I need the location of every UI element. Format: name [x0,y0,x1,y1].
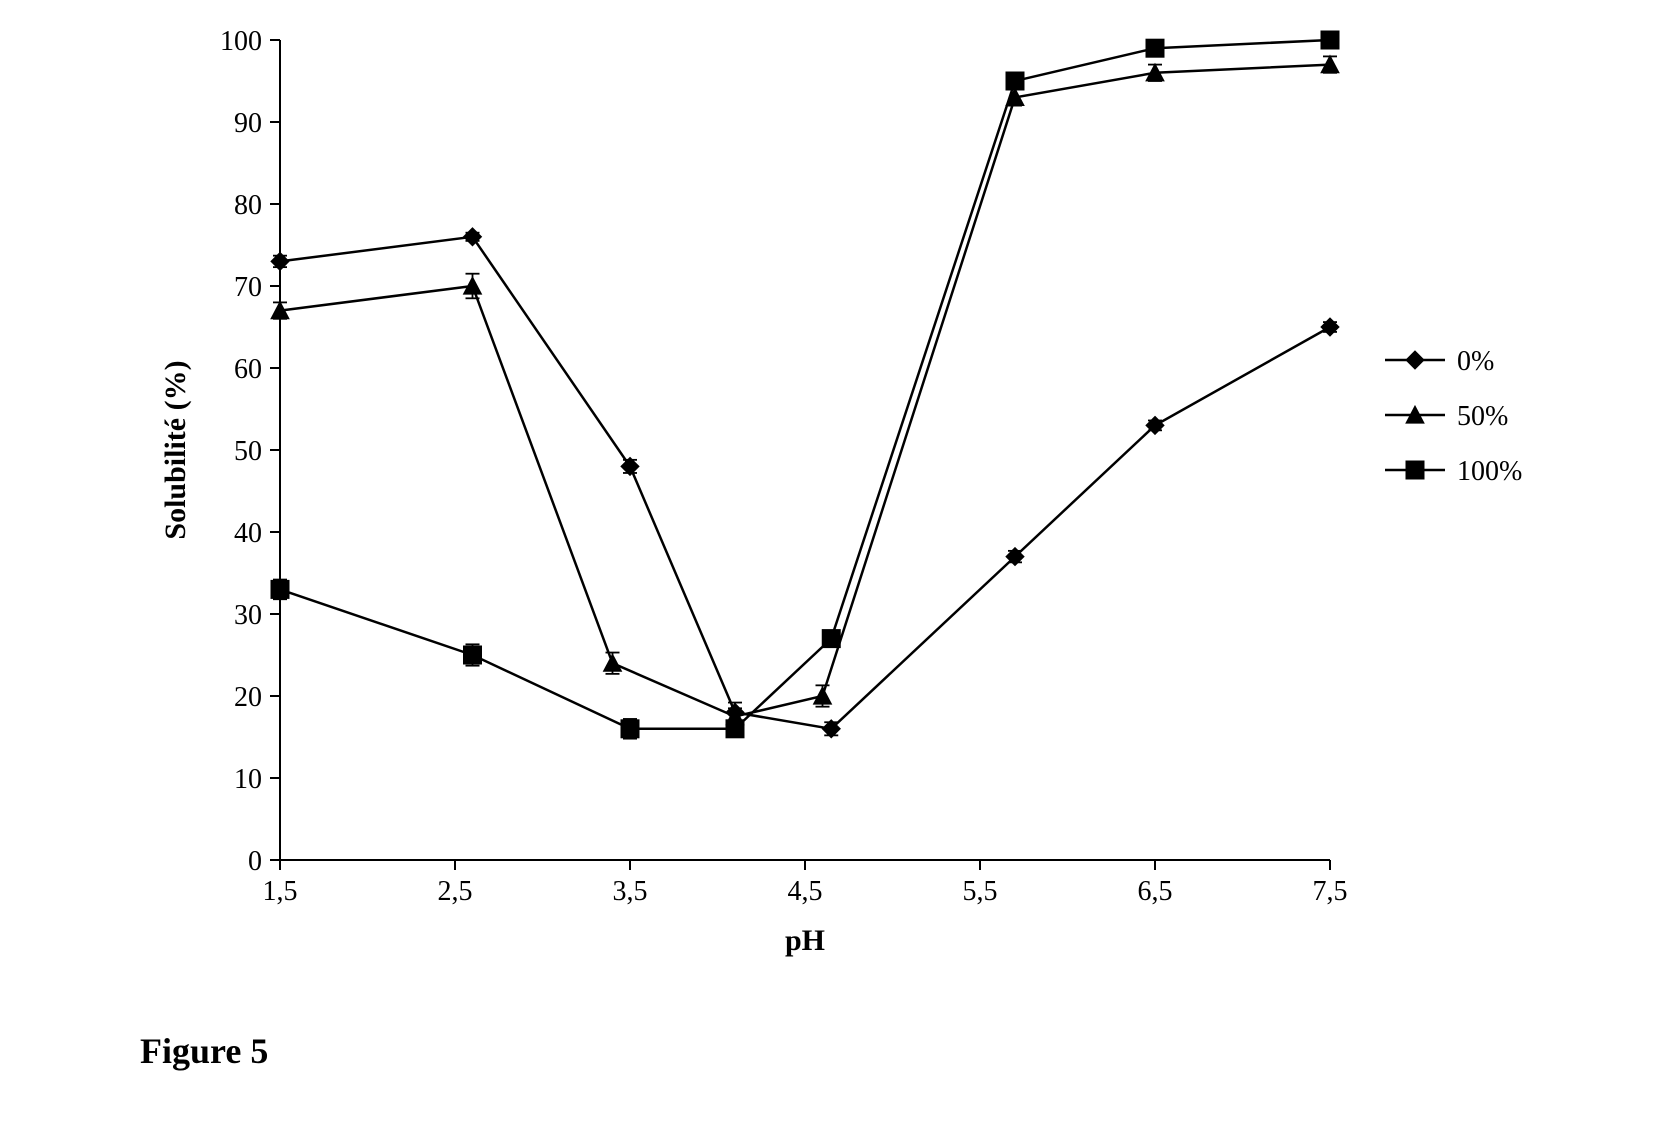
svg-text:50: 50 [234,436,262,467]
series-0% [271,228,1339,738]
svg-text:10: 10 [234,764,262,795]
svg-text:70: 70 [234,272,262,303]
svg-text:Solubilité (%): Solubilité (%) [159,360,192,539]
svg-text:3,5: 3,5 [613,876,648,907]
svg-text:2,5: 2,5 [438,876,473,907]
svg-text:60: 60 [234,354,262,385]
svg-text:4,5: 4,5 [788,876,823,907]
svg-text:7,5: 7,5 [1313,876,1348,907]
svg-text:90: 90 [234,108,262,139]
page: 0 10 20 30 40 50 60 70 80 90 100 1,5 2,5 3,5 4,5 5,5 6,5… [0,0,1659,1123]
svg-text:0%: 0% [1457,346,1494,377]
legend: 0% 50% 100% [1385,346,1522,487]
svg-text:0: 0 [248,846,262,877]
svg-text:30: 30 [234,600,262,631]
svg-text:100%: 100% [1457,456,1522,487]
svg-text:40: 40 [234,518,262,549]
svg-text:80: 80 [234,190,262,221]
svg-text:100: 100 [220,26,262,57]
svg-text:20: 20 [234,682,262,713]
figure-caption: Figure 5 [140,1030,268,1072]
svg-text:1,5: 1,5 [263,876,298,907]
series-50% [271,56,1339,725]
svg-text:pH: pH [785,924,825,957]
svg-text:5,5: 5,5 [963,876,998,907]
series-100% [271,31,1339,739]
solubility-chart: 0 10 20 30 40 50 60 70 80 90 100 1,5 2,5 3,5 4,5 5,5 6,5… [0,0,1659,1000]
svg-text:50%: 50% [1457,401,1508,432]
svg-text:6,5: 6,5 [1138,876,1173,907]
